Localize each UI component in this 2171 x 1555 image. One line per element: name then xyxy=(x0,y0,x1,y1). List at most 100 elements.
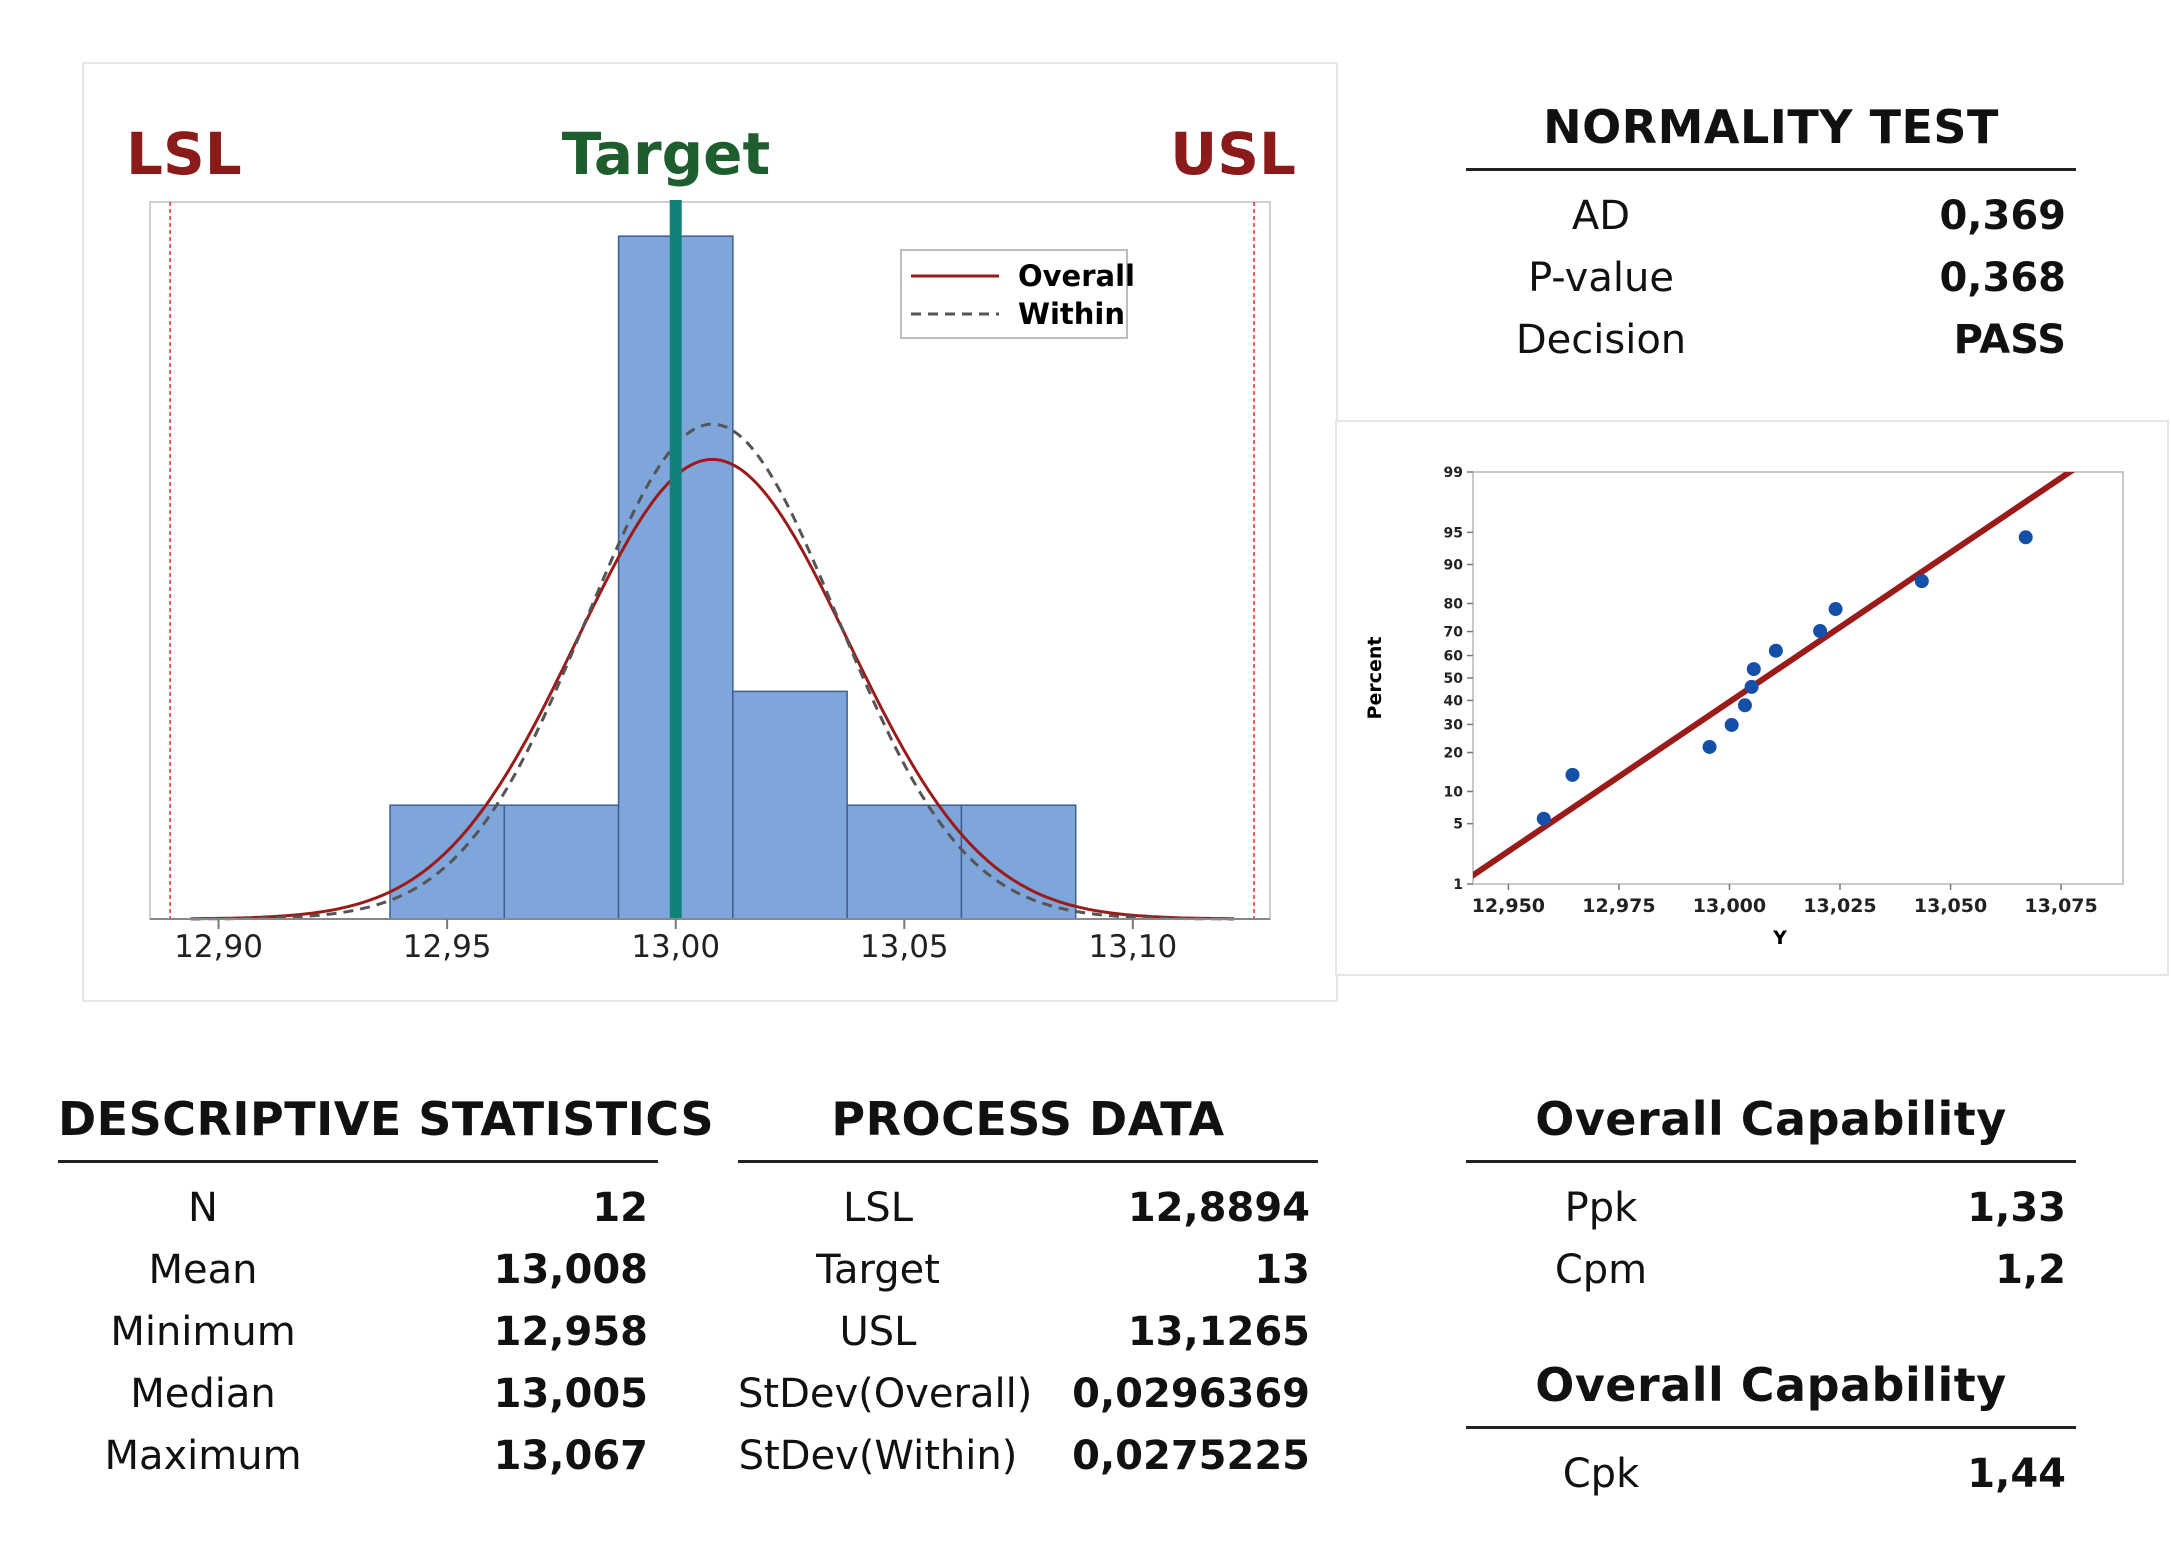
stat-value: 13,008 xyxy=(493,1247,648,1293)
process-data-title: PROCESS DATA xyxy=(738,1092,1318,1163)
data-point xyxy=(1828,602,1843,617)
stat-value: 12,958 xyxy=(493,1309,648,1355)
x-tick-label: 13,050 xyxy=(1914,895,1987,917)
y-tick-label: 60 xyxy=(1444,649,1464,665)
stat-value: 0,0296369 xyxy=(1072,1371,1310,1417)
stat-label: LSL xyxy=(843,1185,913,1231)
stat-value: 1,2 xyxy=(1995,1247,2066,1293)
table-row: LSL 12,8894 xyxy=(738,1177,1318,1239)
stat-value: 13 xyxy=(1254,1247,1310,1293)
stat-value: 0,0275225 xyxy=(1072,1433,1310,1479)
target-label: Target xyxy=(562,120,770,188)
y-tick-label: 5 xyxy=(1453,817,1463,833)
table-row: N 12 xyxy=(58,1177,658,1239)
x-tick-label: 12,90 xyxy=(174,929,263,965)
legend-overall-label: Overall xyxy=(1018,259,1135,293)
stat-label: Minimum xyxy=(110,1309,296,1355)
overall-curve xyxy=(190,457,1234,921)
x-tick-label: 12,95 xyxy=(403,929,492,965)
data-point xyxy=(1565,767,1580,782)
y-tick-label: 80 xyxy=(1444,596,1464,612)
table-row: Ppk 1,33 xyxy=(1466,1177,2076,1239)
x-tick-label: 12,950 xyxy=(1472,895,1545,917)
x-tick-label: 13,00 xyxy=(631,929,720,965)
stat-label: N xyxy=(188,1185,218,1231)
data-point xyxy=(1813,624,1828,639)
stat-label: StDev(Overall) xyxy=(738,1371,1033,1417)
fit-line xyxy=(1473,472,2076,879)
stat-value: 1,44 xyxy=(1967,1451,2066,1497)
x-tick-label: 13,10 xyxy=(1088,929,1177,965)
descriptive-statistics-table: DESCRIPTIVE STATISTICS N 12 Mean 13,008 Mi… xyxy=(58,1092,714,1487)
data-point xyxy=(1744,679,1759,694)
data-point xyxy=(1746,662,1761,677)
x-tick-label: 13,000 xyxy=(1693,895,1766,917)
pp-ylabel: Percent xyxy=(1364,637,1386,720)
table-row: Decision PASS xyxy=(1466,309,2076,371)
within-curve xyxy=(190,422,1234,921)
capability-histogram-panel: LSL Target USL 12,90 12,95 13,00 13,05 13,10… xyxy=(82,62,1338,1002)
data-point xyxy=(1536,811,1551,826)
stat-label: Ppk xyxy=(1564,1185,1638,1231)
x-tick-label: 13,05 xyxy=(860,929,949,965)
table-row: Target 13 xyxy=(738,1239,1318,1301)
x-tick-label: 12,975 xyxy=(1582,895,1655,917)
usl-label: USL xyxy=(1170,120,1296,188)
stat-label: Cpm xyxy=(1554,1247,1648,1293)
y-tick-label: 90 xyxy=(1444,558,1464,574)
data-point xyxy=(2018,530,2033,545)
stat-value: 12,8894 xyxy=(1127,1185,1310,1231)
stat-label: Mean xyxy=(148,1247,258,1293)
y-tick-label: 1 xyxy=(1453,877,1463,893)
table-row: USL 13,1265 xyxy=(738,1301,1318,1363)
stat-label: StDev(Within) xyxy=(738,1433,1018,1479)
pp-plot-area xyxy=(1472,471,2124,885)
stat-value: 13,005 xyxy=(493,1371,648,1417)
probability-plot: 1 5 10 20 30 40 50 60 70 80 90 95 99 12,950 12,975 13,… xyxy=(1364,465,2124,949)
y-tick-label: 30 xyxy=(1444,717,1464,733)
table-row: AD 0,369 xyxy=(1466,185,2076,247)
pp-xlabel: Y xyxy=(1772,927,1787,949)
stat-label: Cpk xyxy=(1562,1451,1640,1497)
stat-value: 0,369 xyxy=(1939,193,2066,239)
overall-capability-cpk-table: Overall Capability Cpk 1,44 xyxy=(1466,1358,2076,1505)
x-tick-label: 13,025 xyxy=(1803,895,1876,917)
stat-value: 0,368 xyxy=(1939,255,2066,301)
stat-label: AD xyxy=(1571,193,1631,239)
y-tick-label: 95 xyxy=(1444,525,1463,541)
y-tick-label: 70 xyxy=(1444,625,1464,641)
stat-label: USL xyxy=(839,1309,917,1355)
table-row: StDev(Overall) 0,0296369 xyxy=(738,1363,1318,1425)
legend: Overall Within xyxy=(900,249,1135,339)
normality-test-title: NORMALITY TEST xyxy=(1466,100,2076,171)
stat-value: 13,067 xyxy=(493,1433,648,1479)
table-row: P-value 0,368 xyxy=(1466,247,2076,309)
stat-value: 13,1265 xyxy=(1127,1309,1310,1355)
normality-test-table: NORMALITY TEST AD 0,369 P-value 0,368 De… xyxy=(1466,100,2076,371)
histogram-bar xyxy=(846,804,963,920)
y-tick-label: 99 xyxy=(1444,465,1463,481)
data-point xyxy=(1914,574,1929,589)
histogram-bar xyxy=(732,690,848,920)
table-row: Cpm 1,2 xyxy=(1466,1239,2076,1301)
table-row: Median 13,005 xyxy=(58,1363,658,1425)
y-tick-label: 10 xyxy=(1444,784,1464,800)
histogram-bar xyxy=(503,804,620,920)
y-tick-label: 40 xyxy=(1444,693,1464,709)
histogram-bar xyxy=(389,804,506,920)
data-point xyxy=(1768,643,1783,658)
overall-capability-table: Overall Capability Ppk 1,33 Cpm 1,2 xyxy=(1466,1092,2076,1301)
stat-label: P-value xyxy=(1528,255,1674,301)
y-tick-label: 20 xyxy=(1444,746,1464,762)
table-row: Mean 13,008 xyxy=(58,1239,658,1301)
stat-label: Median xyxy=(130,1371,276,1417)
probability-plot-panel: 1 5 10 20 30 40 50 60 70 80 90 95 99 12,950 12,975 13,… xyxy=(1335,420,2169,976)
stat-label: Target xyxy=(816,1247,940,1293)
process-data-table: PROCESS DATA LSL 12,8894 Target 13 USL 13,1… xyxy=(738,1092,1318,1487)
table-row: Minimum 12,958 xyxy=(58,1301,658,1363)
stat-value: PASS xyxy=(1953,317,2066,363)
data-point xyxy=(1702,739,1717,754)
table-row: Maximum 13,067 xyxy=(58,1425,658,1487)
stat-value: 1,33 xyxy=(1967,1185,2066,1231)
data-point xyxy=(1737,698,1752,713)
